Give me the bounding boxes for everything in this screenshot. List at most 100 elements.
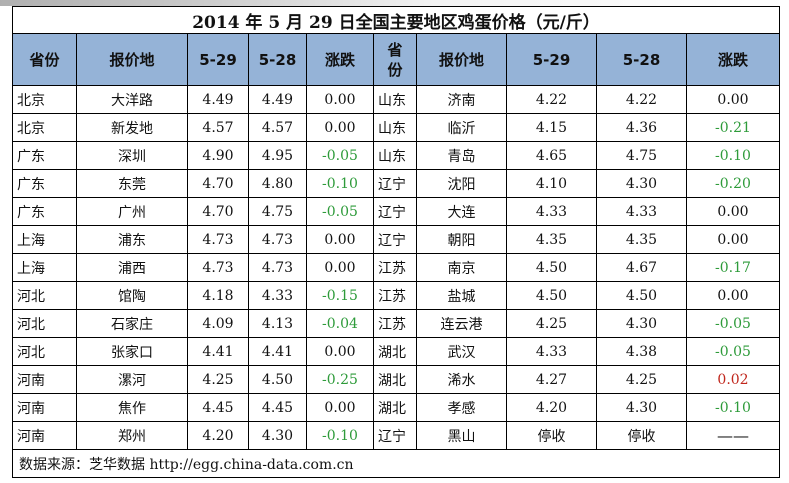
right-change-cell: —— <box>685 421 781 450</box>
right-location-cell: 朝阳 <box>416 225 507 254</box>
price-0529-cell: 4.25 <box>187 365 249 394</box>
right-price-0529-cell: 4.20 <box>506 393 597 422</box>
right-price-0528-cell: 4.30 <box>596 169 687 198</box>
price-0528-cell: 4.95 <box>248 141 307 170</box>
right-price-0528-cell: 4.36 <box>596 113 687 142</box>
header-date-0529-right: 5-29 <box>506 33 597 86</box>
right-price-0528-cell: 4.35 <box>596 225 687 254</box>
table-row: 河北 张家口 4.41 4.41 0.00 湖北 武汉 4.33 4.38 -0.05 <box>12 337 781 366</box>
right-price-0529-cell: 4.15 <box>506 113 597 142</box>
right-province-cell: 江苏 <box>373 309 417 338</box>
right-change-cell: -0.10 <box>685 393 781 422</box>
price-0528-cell: 4.30 <box>248 421 307 450</box>
table-row: 河南 焦作 4.45 4.45 0.00 湖北 孝感 4.20 4.30 -0.10 <box>12 393 781 422</box>
price-0529-cell: 4.73 <box>187 253 249 282</box>
price-0529-cell: 4.49 <box>187 85 249 114</box>
table-title: 2014 年 5 月 29 日全国主要地区鸡蛋价格（元/斤） <box>11 6 781 34</box>
price-table-container: 2014 年 5 月 29 日全国主要地区鸡蛋价格（元/斤） 省份 报价地 5-… <box>11 6 781 478</box>
right-province-cell: 山东 <box>373 113 417 142</box>
right-location-cell: 盐城 <box>416 281 507 310</box>
price-0529-cell: 4.18 <box>187 281 249 310</box>
right-location-cell: 浠水 <box>416 365 507 394</box>
change-cell: 0.00 <box>306 253 374 282</box>
right-change-cell: 0.00 <box>685 281 781 310</box>
province-cell: 河北 <box>12 337 77 366</box>
change-cell: -0.05 <box>306 197 374 226</box>
change-cell: 0.00 <box>306 85 374 114</box>
right-price-0529-cell: 4.25 <box>506 309 597 338</box>
price-0529-cell: 4.41 <box>187 337 249 366</box>
header-date-0528-right: 5-28 <box>596 33 687 86</box>
right-price-0529-cell: 4.22 <box>506 85 597 114</box>
province-cell: 河南 <box>12 421 77 450</box>
province-cell: 广东 <box>12 169 77 198</box>
province-cell: 北京 <box>12 85 77 114</box>
right-price-0528-cell: 4.25 <box>596 365 687 394</box>
province-cell: 河南 <box>12 365 77 394</box>
right-location-cell: 黑山 <box>416 421 507 450</box>
right-price-0528-cell: 4.30 <box>596 393 687 422</box>
header-province-right: 省份 <box>373 33 417 86</box>
right-price-0529-cell: 4.65 <box>506 141 597 170</box>
header-date-0529: 5-29 <box>187 33 249 86</box>
province-cell: 河北 <box>12 309 77 338</box>
right-province-cell: 辽宁 <box>373 421 417 450</box>
header-province: 省份 <box>12 33 77 86</box>
price-0529-cell: 4.20 <box>187 421 249 450</box>
right-price-0528-cell: 4.67 <box>596 253 687 282</box>
price-0529-cell: 4.90 <box>187 141 249 170</box>
province-cell: 北京 <box>12 113 77 142</box>
right-price-0529-cell: 4.27 <box>506 365 597 394</box>
location-cell: 东莞 <box>76 169 188 198</box>
change-cell: 0.00 <box>306 225 374 254</box>
right-location-cell: 孝感 <box>416 393 507 422</box>
table-row: 北京 新发地 4.57 4.57 0.00 山东 临沂 4.15 4.36 -0.21 <box>12 113 781 142</box>
egg-price-table: 2014 年 5 月 29 日全国主要地区鸡蛋价格（元/斤） 省份 报价地 5-… <box>11 6 781 478</box>
right-price-0529-cell: 4.10 <box>506 169 597 198</box>
data-source-note: 数据来源：芝华数据 http://egg.china-data.com.cn <box>11 449 781 478</box>
price-0528-cell: 4.13 <box>248 309 307 338</box>
table-row: 上海 浦西 4.73 4.73 0.00 江苏 南京 4.50 4.67 -0.17 <box>12 253 781 282</box>
location-cell: 馆陶 <box>76 281 188 310</box>
right-price-0528-cell: 4.50 <box>596 281 687 310</box>
table-row: 河北 馆陶 4.18 4.33 -0.15 江苏 盐城 4.50 4.50 0.00 <box>12 281 781 310</box>
table-row: 广东 东莞 4.70 4.80 -0.10 辽宁 沈阳 4.10 4.30 -0.20 <box>12 169 781 198</box>
right-price-0529-cell: 停收 <box>506 421 597 450</box>
right-change-cell: 0.00 <box>685 197 781 226</box>
right-province-cell: 湖北 <box>373 393 417 422</box>
price-0528-cell: 4.49 <box>248 85 307 114</box>
right-price-0528-cell: 停收 <box>596 421 687 450</box>
right-change-cell: 0.00 <box>685 85 781 114</box>
province-cell: 上海 <box>12 253 77 282</box>
price-0528-cell: 4.57 <box>248 113 307 142</box>
price-0528-cell: 4.75 <box>248 197 307 226</box>
header-location-right: 报价地 <box>416 33 507 86</box>
change-cell: 0.00 <box>306 393 374 422</box>
province-cell: 河南 <box>12 393 77 422</box>
right-price-0529-cell: 4.50 <box>506 253 597 282</box>
change-cell: 0.00 <box>306 337 374 366</box>
right-province-cell: 湖北 <box>373 337 417 366</box>
price-0529-cell: 4.57 <box>187 113 249 142</box>
top-edge-strip <box>0 0 789 6</box>
price-0528-cell: 4.41 <box>248 337 307 366</box>
location-cell: 浦西 <box>76 253 188 282</box>
location-cell: 新发地 <box>76 113 188 142</box>
right-province-cell: 江苏 <box>373 253 417 282</box>
change-cell: -0.10 <box>306 169 374 198</box>
right-change-cell: -0.20 <box>685 169 781 198</box>
right-location-cell: 济南 <box>416 85 507 114</box>
table-row: 广东 深圳 4.90 4.95 -0.05 山东 青岛 4.65 4.75 -0.10 <box>12 141 781 170</box>
right-location-cell: 武汉 <box>416 337 507 366</box>
change-cell: -0.04 <box>306 309 374 338</box>
location-cell: 漯河 <box>76 365 188 394</box>
province-cell: 广东 <box>12 197 77 226</box>
right-location-cell: 大连 <box>416 197 507 226</box>
table-row: 上海 浦东 4.73 4.73 0.00 辽宁 朝阳 4.35 4.35 0.00 <box>12 225 781 254</box>
right-location-cell: 青岛 <box>416 141 507 170</box>
right-price-0529-cell: 4.33 <box>506 337 597 366</box>
table-row: 北京 大洋路 4.49 4.49 0.00 山东 济南 4.22 4.22 0.00 <box>12 85 781 114</box>
location-cell: 郑州 <box>76 421 188 450</box>
right-province-cell: 辽宁 <box>373 225 417 254</box>
right-location-cell: 南京 <box>416 253 507 282</box>
